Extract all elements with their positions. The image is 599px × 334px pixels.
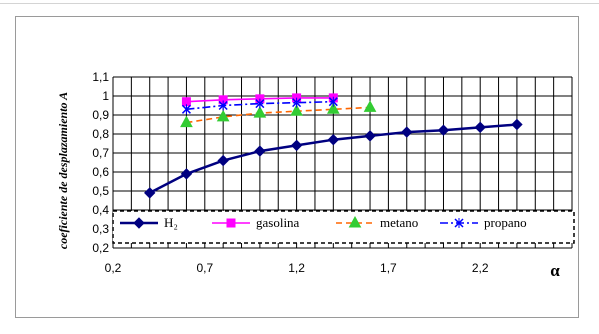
y-tick-label: 0,8 xyxy=(92,127,109,141)
data-point-gasolina xyxy=(227,219,235,227)
x-tick-label: 0,7 xyxy=(196,261,213,275)
legend-label: gasolina xyxy=(256,215,300,230)
y-tick-label: 0,5 xyxy=(92,184,109,198)
legend-label: metano xyxy=(380,215,418,230)
y-tick-label: 0,9 xyxy=(92,108,109,122)
legend-label: H₂ xyxy=(164,215,178,230)
y-tick-label: 0,6 xyxy=(92,165,109,179)
legend-label: propano xyxy=(484,215,527,230)
x-axis-label: α xyxy=(550,261,560,280)
y-tick-label: 0,4 xyxy=(92,203,109,217)
x-tick-label: 1,7 xyxy=(380,261,397,275)
y-tick-label: 1,1 xyxy=(92,70,109,84)
x-tick-label: 1,2 xyxy=(288,261,305,275)
y-tick-label: 1 xyxy=(102,89,109,103)
legend: H₂ gasolina metano propano xyxy=(113,211,574,243)
y-tick-label: 0,7 xyxy=(92,146,109,160)
y-tick-label: 0,2 xyxy=(92,241,109,255)
y-tick-label: 0,3 xyxy=(92,222,109,236)
x-tick-label: 0,2 xyxy=(105,261,122,275)
x-tick-labels: 0,2 0,7 1,2 1,7 2,2 xyxy=(105,261,489,275)
y-tick-labels: 0,2 0,3 0,4 0,5 0,6 0,7 0,8 0,9 1 1,1 xyxy=(92,70,109,255)
x-tick-label: 2,2 xyxy=(472,261,489,275)
y-axis-label: coeficiente de desplazamiento A xyxy=(56,92,70,249)
